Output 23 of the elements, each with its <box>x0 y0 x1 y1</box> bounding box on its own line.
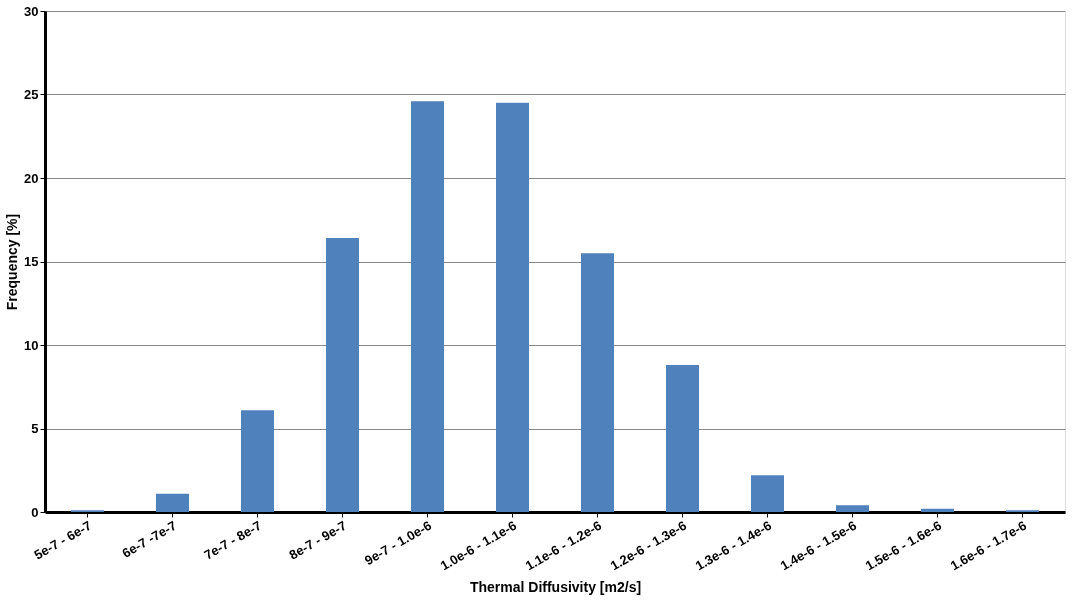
y-tick-label: 10 <box>24 337 39 353</box>
bar <box>751 475 784 512</box>
x-axis-title: Thermal Diffusivity [m2/s] <box>469 579 642 596</box>
y-tick-label: 15 <box>24 254 39 269</box>
bar <box>156 493 189 512</box>
bar <box>581 253 614 512</box>
bar <box>411 101 444 512</box>
bar <box>921 508 954 512</box>
bar <box>241 410 274 512</box>
y-tick-label: 20 <box>24 170 39 186</box>
bar <box>496 102 529 512</box>
bar <box>666 365 699 512</box>
y-tick-label: 0 <box>31 504 39 520</box>
bar <box>836 505 869 512</box>
bar <box>326 238 359 512</box>
x-tick-label: 7e-7 - 8e-7 <box>201 517 264 563</box>
y-tick-label: 30 <box>24 3 39 19</box>
y-tick-label: 5 <box>31 421 39 436</box>
x-tick-label: 5e-7 - 6e-7 <box>31 517 94 563</box>
x-tick-label: 8e-7 - 9e-7 <box>286 517 349 563</box>
x-tick-label: 6e-7 -7e-7 <box>119 517 179 561</box>
y-axis-title: Frequency [%] <box>4 213 21 311</box>
y-tick-label: 25 <box>24 87 39 102</box>
